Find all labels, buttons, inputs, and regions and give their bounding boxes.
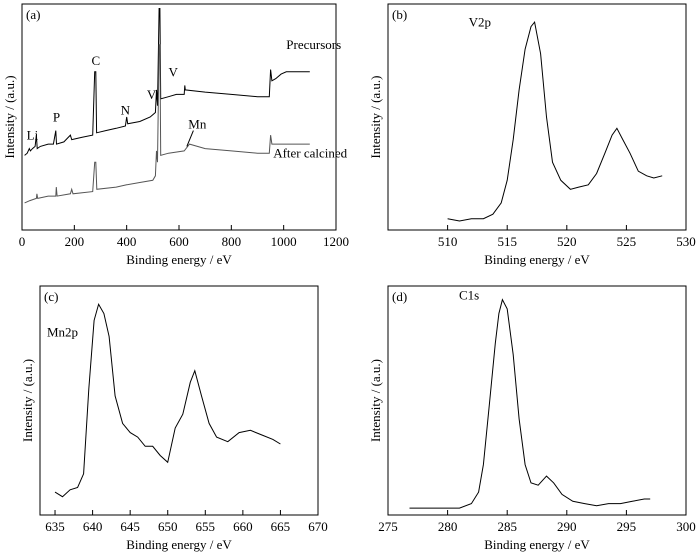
x-axis-title: Binding energy / eV: [126, 537, 232, 552]
x-tick-label: 280: [438, 519, 458, 534]
x-tick-label: 665: [271, 519, 291, 534]
x-tick-label: 635: [45, 519, 65, 534]
panel-label: (b): [392, 7, 407, 22]
x-tick-label: 400: [117, 234, 137, 249]
chart-panel: 510 515 520 525 530 Binding energy / eV Intens…: [368, 3, 696, 267]
x-tick-label: 275: [378, 519, 398, 534]
peak-annotation: V: [147, 87, 157, 102]
panel-label: (d): [392, 289, 407, 304]
x-tick-label: 520: [557, 234, 577, 249]
chart-panel: 275 280 285 290 295 300 Binding energy / eV Int…: [368, 285, 696, 552]
y-axis-title: Intensity / (a.u.): [368, 75, 383, 158]
panel-label: (c): [44, 289, 58, 304]
peak-annotation: Precursors: [286, 37, 341, 52]
x-tick-label: 640: [83, 519, 103, 534]
x-tick-label: 300: [676, 519, 696, 534]
x-tick-label: 655: [196, 519, 216, 534]
chart-panel: 0 200 400 600 800 1000 1200 Binding energy / eV…: [2, 0, 349, 267]
plot-frame: [39, 285, 319, 516]
x-tick-label: 285: [497, 519, 517, 534]
x-tick-label: 510: [438, 234, 458, 249]
peak-annotation: P: [53, 110, 60, 125]
x-tick-label: 645: [120, 519, 140, 534]
x-axis-title: Binding energy / eV: [484, 252, 590, 267]
peak-annotation: Mn2p: [47, 324, 78, 339]
x-tick-label: 1200: [323, 234, 349, 249]
peak-annotation: After calcined: [273, 146, 347, 161]
peak-annotation: C: [91, 53, 100, 68]
x-axis-title: Binding energy / eV: [126, 252, 232, 267]
series-line: [447, 20, 663, 222]
x-tick-label: 525: [617, 234, 637, 249]
series-line: [409, 298, 651, 509]
series-line: [24, 8, 310, 156]
peak-annotation: Mn: [188, 116, 207, 131]
x-tick-label: 290: [557, 519, 577, 534]
x-tick-label: 1000: [271, 234, 297, 249]
x-tick-label: 515: [497, 234, 517, 249]
peak-annotation: V: [169, 64, 179, 79]
plot-frame: [387, 285, 687, 516]
chart-panel: 635 640 645 650 655 660 665 670 Binding energy /…: [20, 285, 328, 552]
series-line: [54, 303, 281, 498]
panel-label: (a): [26, 7, 40, 22]
x-axis-title: Binding energy / eV: [484, 537, 590, 552]
x-tick-label: 200: [65, 234, 85, 249]
x-tick-label: 800: [222, 234, 242, 249]
peak-annotation: O: [153, 0, 162, 2]
x-tick-label: 670: [308, 519, 328, 534]
y-axis-title: Intensity / (a.u.): [368, 359, 383, 442]
plot-frame: [387, 3, 687, 231]
series-line: [24, 44, 310, 204]
y-axis-title: Intensity / (a.u.): [2, 75, 17, 158]
peak-annotation: V2p: [469, 15, 491, 30]
mn-pointer-arrow: [186, 130, 194, 147]
x-tick-label: 295: [617, 519, 637, 534]
x-tick-label: 0: [19, 234, 26, 249]
x-tick-label: 600: [169, 234, 189, 249]
peak-annotation: C1s: [459, 288, 479, 303]
y-axis-title: Intensity / (a.u.): [20, 359, 35, 442]
peak-annotation: Li: [27, 128, 39, 143]
peak-annotation: N: [121, 103, 131, 118]
x-tick-label: 530: [676, 234, 696, 249]
x-tick-label: 650: [158, 519, 178, 534]
x-tick-label: 660: [233, 519, 253, 534]
